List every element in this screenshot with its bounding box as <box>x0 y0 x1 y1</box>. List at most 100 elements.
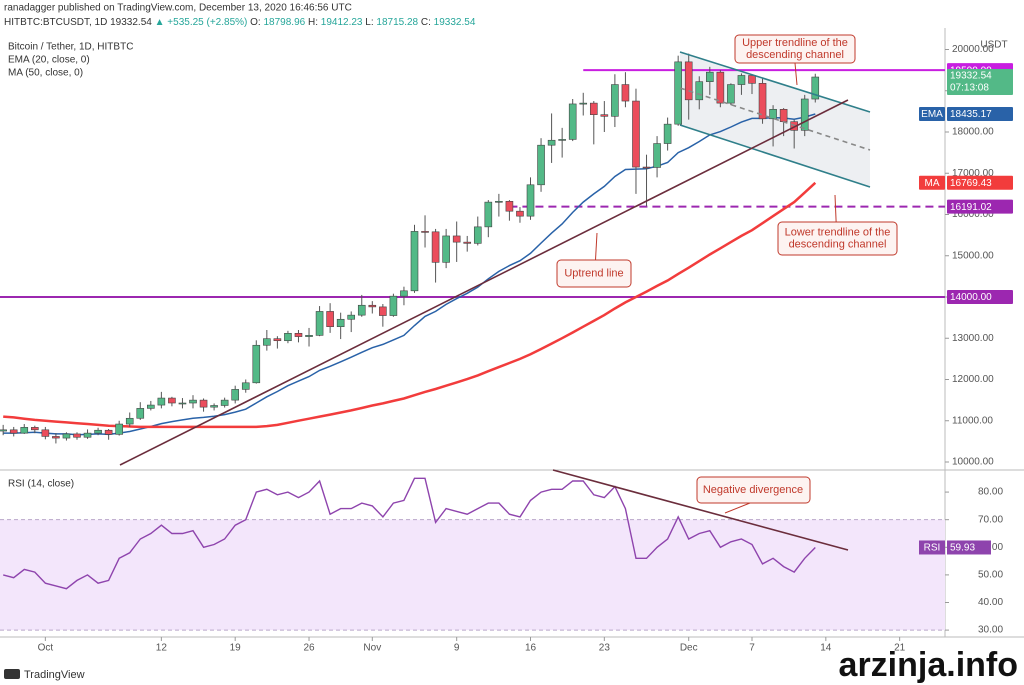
badge-tag-label: EMA <box>921 109 943 120</box>
candle-body <box>273 338 282 342</box>
badge-label: 16191.02 <box>950 202 992 213</box>
candle-body <box>737 75 746 85</box>
badge-tag-label: RSI <box>924 543 941 554</box>
change: ▲ +535.25 (+2.85%) <box>155 17 248 28</box>
candle-body <box>157 397 166 406</box>
badge-label: 59.93 <box>950 543 975 554</box>
y-tick-label: 30.00 <box>978 625 1003 636</box>
trendline <box>679 87 871 151</box>
candle-body <box>326 311 334 327</box>
candle-body <box>31 427 39 431</box>
h-value: 19412.23 <box>321 17 363 28</box>
annotation-text: descending channel <box>746 49 844 61</box>
candle-body <box>0 429 7 432</box>
x-tick-label: 16 <box>525 643 537 654</box>
indicator-line <box>3 181 817 429</box>
x-tick-label: 14 <box>820 643 832 654</box>
candle-body <box>115 423 123 435</box>
candle-body <box>779 109 788 122</box>
candle-body <box>336 318 345 327</box>
candle-body <box>558 139 566 141</box>
candle-body <box>389 295 398 316</box>
candle-body <box>9 429 18 434</box>
candle-body <box>695 81 704 101</box>
x-tick-label: 21 <box>894 643 906 654</box>
candle-body <box>284 332 292 342</box>
badge-label: 16769.43 <box>950 178 992 189</box>
last-price-label: 19332.54 <box>950 71 992 82</box>
header-line: HITBTC:BTCUSDT, 1D 19332.54 ▲ +535.25 (+… <box>4 17 476 28</box>
brand: TradingView <box>24 669 85 681</box>
x-tick-label: 12 <box>156 643 168 654</box>
candle-body <box>199 399 208 408</box>
candle-body <box>811 76 820 100</box>
candle-body <box>315 311 324 336</box>
candle-body <box>83 432 92 438</box>
y-tick-label: 18000.00 <box>952 127 994 138</box>
candle-body <box>505 200 514 212</box>
candle-body <box>94 429 102 434</box>
x-tick-label: 7 <box>749 643 755 654</box>
last-price: 19332.54 <box>110 17 152 28</box>
candle-body <box>632 100 640 168</box>
badge-tag <box>919 175 945 190</box>
y-tick-label: 13000.00 <box>952 333 994 344</box>
candle-body <box>41 429 50 437</box>
candle-body <box>136 408 145 419</box>
y-tick-label: 12000.00 <box>952 374 994 385</box>
rsi-band <box>0 519 945 631</box>
symbol: HITBTC:BTCUSDT, 1D <box>4 17 107 28</box>
annotation-text: Negative divergence <box>703 484 803 496</box>
candle-body <box>684 61 693 101</box>
rsi-line <box>3 477 816 590</box>
y-tick-label: 80.00 <box>978 487 1003 498</box>
trendline <box>679 124 871 188</box>
price-badge <box>947 107 1013 122</box>
candle-body <box>547 139 556 146</box>
candle-body <box>20 427 29 434</box>
candle-body <box>516 210 524 217</box>
candle-body <box>231 389 239 401</box>
candle-body <box>147 404 155 409</box>
candle-body <box>431 231 440 263</box>
badge-tag <box>919 107 945 122</box>
y-tick-label: 15000.00 <box>952 250 994 261</box>
candle-body <box>220 399 229 406</box>
candle-body <box>463 241 472 244</box>
candle-body <box>125 417 134 425</box>
x-tick-label: 23 <box>599 643 611 654</box>
candle-body <box>642 166 651 169</box>
candle-body <box>800 98 809 131</box>
o-label: O: <box>250 17 261 28</box>
candle-body <box>368 304 377 308</box>
divergence-line <box>552 469 849 551</box>
candle-body <box>305 335 313 337</box>
candle-body <box>727 84 735 104</box>
currency: USDT <box>980 40 1007 51</box>
candle-body <box>400 290 408 297</box>
candle-body <box>178 402 187 405</box>
x-tick-label: 26 <box>303 643 315 654</box>
candle-body <box>706 71 714 82</box>
trendline <box>119 99 849 466</box>
l-value: 18715.28 <box>376 17 418 28</box>
annotation-arrow <box>724 502 751 514</box>
candle-body <box>579 102 588 105</box>
legend-entry: MA (50, close, 0) <box>8 68 83 79</box>
y-tick-label: 11000.00 <box>952 415 993 426</box>
candle-body <box>589 102 598 115</box>
price-badge <box>947 199 1013 214</box>
y-tick-label: 16000.00 <box>952 209 994 220</box>
o-value: 18798.96 <box>263 17 305 28</box>
candle-body <box>495 200 503 203</box>
candle-body <box>210 405 218 408</box>
candle-body <box>611 84 619 117</box>
y-tick-label: 20000.00 <box>952 44 994 55</box>
candle-body <box>769 109 777 120</box>
badge-label: 14000.00 <box>950 292 992 303</box>
x-tick-label: Oct <box>38 643 54 654</box>
candle-body <box>537 144 545 186</box>
annotation-text: descending channel <box>789 238 887 250</box>
candle-body <box>716 71 725 104</box>
